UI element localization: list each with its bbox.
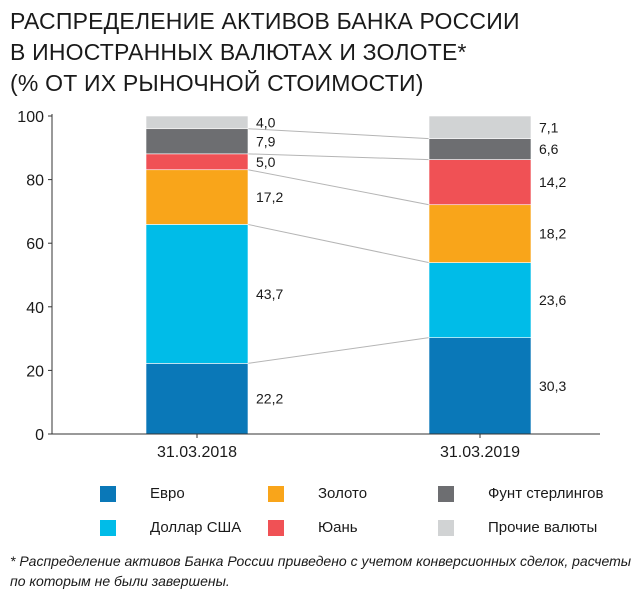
bar-segment-фунт-стерлингов-1 [145, 128, 249, 155]
value-label-юань-1: 5,0 [256, 154, 276, 170]
value-label-прочие-валюты-1: 4,0 [256, 114, 276, 130]
connector-line-5 [247, 128, 430, 140]
footnote: * Распределение активов Банка России при… [10, 553, 632, 589]
legend-swatch-золото [268, 486, 284, 502]
value-label-доллар-сша-1: 43,7 [256, 286, 283, 302]
value-label-золото-1: 17,2 [256, 189, 283, 205]
bar-segment-золото-2 [428, 204, 532, 263]
y-tick-label-40: 40 [26, 300, 44, 317]
stacked-bar-chart: 0 20 40 60 80 100 31.03.2018 31.03.2019 22,2 43,… [17, 109, 600, 461]
legend-label-юань: Юань [318, 519, 358, 536]
y-tick-label-80: 80 [26, 173, 44, 190]
value-label-доллар-сша-2: 23,6 [539, 292, 566, 308]
bar-segment-фунт-стерлингов-2 [428, 138, 532, 160]
title-line-1: РАСПРЕДЕЛЕНИЕ АКТИВОВ БАНКА РОССИИ [10, 8, 520, 34]
connector-line-3 [247, 169, 430, 206]
y-tick-label-60: 60 [26, 236, 44, 253]
bar-segment-евро-2 [428, 337, 532, 435]
legend-swatch-юань [268, 520, 284, 536]
value-label-фунт-стерлингов-2: 6,6 [539, 141, 559, 157]
value-label-прочие-валюты-2: 7,1 [539, 119, 559, 135]
bar-segment-юань-2 [428, 159, 532, 206]
bar-segment-доллар-сша-1 [145, 224, 249, 364]
bar-segment-доллар-сша-2 [428, 262, 532, 338]
value-label-золото-2: 18,2 [539, 226, 566, 242]
bar-segment-прочие-валюты-1 [145, 115, 249, 130]
bar-segment-прочие-валюты-2 [428, 115, 532, 139]
value-label-евро-2: 30,3 [539, 378, 566, 394]
y-tick-label-20: 20 [26, 363, 44, 380]
legend: Евро Золото Фунт стерлингов Доллар США Юань П… [100, 480, 640, 550]
legend-swatch-прочие-валюты [438, 520, 454, 536]
value-label-фунт-стерлингов-1: 7,9 [256, 133, 276, 149]
y-tick-label-100: 100 [17, 109, 44, 126]
title-line-3: (% ОТ ИХ РЫНОЧНОЙ СТОИМОСТИ) [10, 70, 424, 96]
bar-segment-золото-1 [145, 169, 249, 225]
chart-title: РАСПРЕДЕЛЕНИЕ АКТИВОВ БАНКА РОССИИ В ИНО… [10, 6, 630, 99]
axes-group: 0 20 40 60 80 100 31.03.2018 31.03.2019 [17, 109, 600, 461]
bar-segment-евро-1 [145, 363, 249, 435]
bars-group [145, 115, 532, 435]
value-labels-group: 22,2 43,7 17,2 5,0 7,9 4,0 30,3 23,6 18,2 14,2 6,6… [256, 114, 566, 406]
legend-label-фунт-стерлингов: Фунт стерлингов [488, 485, 604, 502]
legend-label-доллар-сша: Доллар США [150, 519, 242, 536]
y-tick-label-0: 0 [35, 427, 44, 444]
legend-label-евро: Евро [150, 485, 185, 502]
x-category-label-1: 31.03.2018 [157, 444, 237, 461]
connector-line-4 [247, 153, 430, 161]
bar-segment-юань-1 [145, 153, 249, 171]
value-label-юань-2: 14,2 [539, 174, 566, 190]
value-label-евро-1: 22,2 [256, 391, 283, 407]
legend-label-прочие-валюты: Прочие валюты [488, 519, 598, 536]
legend-swatch-фунт-стерлингов [438, 486, 454, 502]
x-category-label-2: 31.03.2019 [440, 444, 520, 461]
title-line-2: В ИНОСТРАННЫХ ВАЛЮТАХ И ЗОЛОТЕ* [10, 39, 467, 65]
legend-swatch-евро [100, 486, 116, 502]
legend-swatch-доллар-сша [100, 520, 116, 536]
connector-line-2 [247, 223, 430, 264]
connector-lines [247, 128, 430, 364]
connector-line-1 [247, 337, 430, 364]
legend-label-золото: Золото [318, 485, 368, 502]
